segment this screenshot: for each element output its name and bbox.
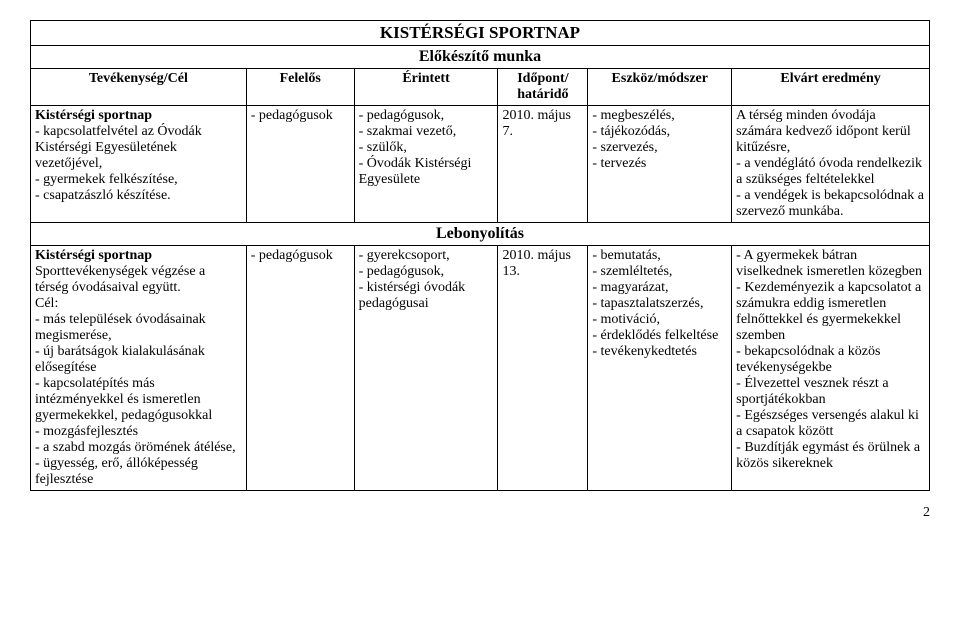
cell-result: A térség minden óvodája számára kedvező … — [732, 106, 930, 223]
col-header-responsible: Felelős — [246, 69, 354, 106]
cell-method: - bemutatás,- szemléltetés,- magyarázat,… — [588, 246, 732, 491]
col-header-result: Elvárt eredmény — [732, 69, 930, 106]
document-title: KISTÉRSÉGI SPORTNAP — [31, 21, 930, 46]
section-title: Lebonyolítás — [31, 223, 930, 246]
title-row: KISTÉRSÉGI SPORTNAP — [31, 21, 930, 46]
cell-activity: Kistérségi sportnapSporttevékenységek vé… — [31, 246, 247, 491]
cell-date: 2010. május 7. — [498, 106, 588, 223]
cell-date: 2010. május 13. — [498, 246, 588, 491]
table-row: Kistérségi sportnapSporttevékenységek vé… — [31, 246, 930, 491]
col-header-method: Eszköz/módszer — [588, 69, 732, 106]
cell-involved: - gyerekcsoport,- pedagógusok,- kistérsé… — [354, 246, 498, 491]
section-row: Lebonyolítás — [31, 223, 930, 246]
col-header-date: Időpont/ határidő — [498, 69, 588, 106]
activity-text: - kapcsolatfelvétel az Óvodák Kistérségi… — [35, 124, 202, 203]
page-number: 2 — [30, 505, 930, 521]
col-header-activity: Tevékenység/Cél — [31, 69, 247, 106]
cell-responsible: - pedagógusok — [246, 246, 354, 491]
subtitle-row: Előkészítő munka — [31, 46, 930, 69]
activity-bold: Kistérségi sportnap — [35, 108, 152, 123]
table-row: Kistérségi sportnap- kapcsolatfelvétel a… — [31, 106, 930, 223]
document-table: KISTÉRSÉGI SPORTNAP Előkészítő munka Tev… — [30, 20, 930, 491]
col-header-involved: Érintett — [354, 69, 498, 106]
cell-method: - megbeszélés,- tájékozódás,- szervezés,… — [588, 106, 732, 223]
cell-responsible: - pedagógusok — [246, 106, 354, 223]
cell-result: - A gyermekek bátran viselkednek ismeret… — [732, 246, 930, 491]
header-row: Tevékenység/Cél Felelős Érintett Időpont… — [31, 69, 930, 106]
cell-involved: - pedagógusok,- szakmai vezető,- szülők,… — [354, 106, 498, 223]
document-subtitle: Előkészítő munka — [31, 46, 930, 69]
activity-bold: Kistérségi sportnap — [35, 248, 152, 263]
activity-text: Sporttevékenységek végzése a térség óvod… — [35, 264, 236, 487]
cell-activity: Kistérségi sportnap- kapcsolatfelvétel a… — [31, 106, 247, 223]
